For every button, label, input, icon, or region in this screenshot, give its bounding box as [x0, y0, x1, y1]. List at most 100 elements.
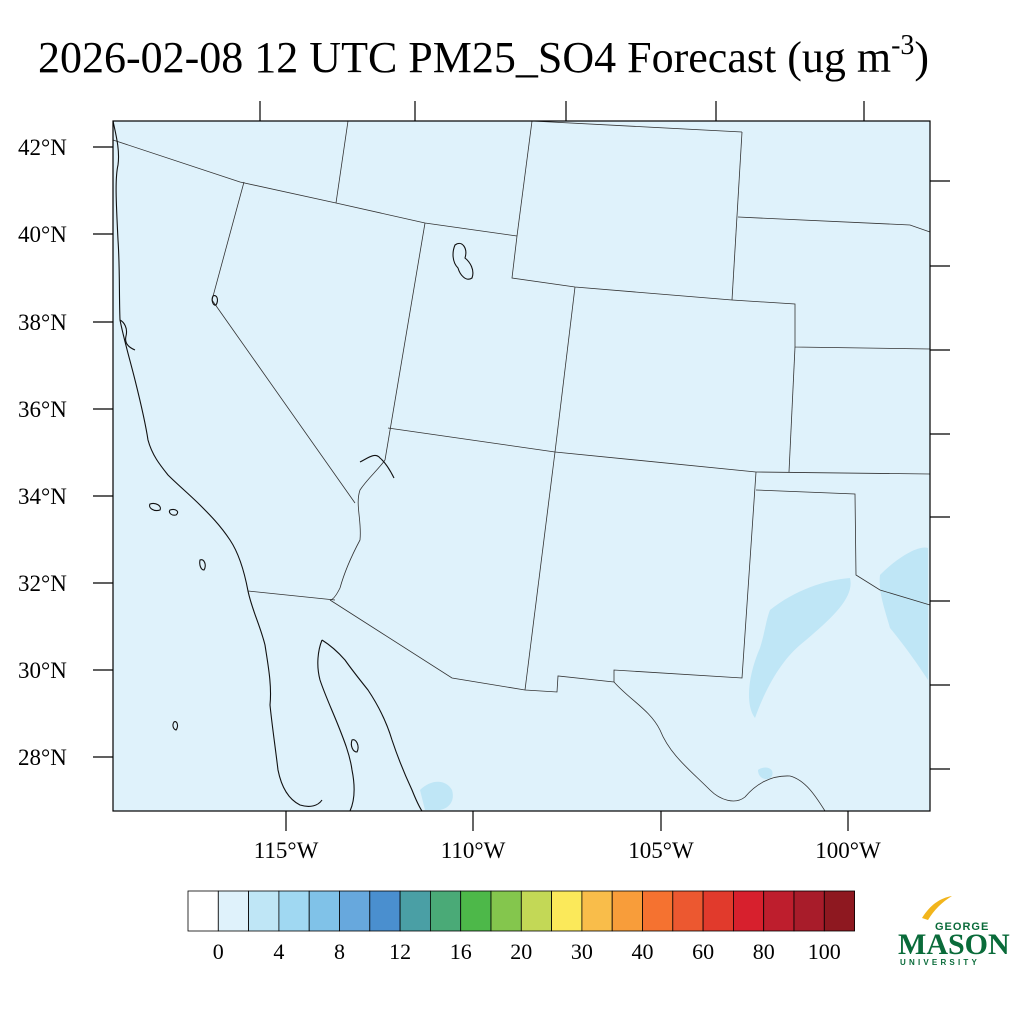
- colorbar-swatch: [611, 890, 643, 932]
- colorbar-swatch: [399, 890, 431, 932]
- lon-label-115w: 115°W: [254, 838, 319, 863]
- boundary-nm-tx: [613, 471, 757, 682]
- title-main: 2026-02-08 12 UTC PM25_SO4 Forecast (ug …: [38, 33, 891, 82]
- colorbar-swatch: [217, 890, 250, 932]
- colorbar-swatch: [551, 890, 583, 932]
- colorbar-swatch: [763, 890, 795, 932]
- boundary-mt-wy: [531, 120, 743, 133]
- colorbar-swatch: [429, 890, 462, 932]
- colorbar-swatch: [581, 890, 613, 932]
- lat-label-34n: 34°N: [18, 484, 67, 509]
- boundary-nv-ut: [384, 222, 426, 461]
- boundary-us-mexico: [329, 599, 615, 693]
- logo-george: GEORGE: [935, 921, 989, 933]
- colorbar-swatch: [460, 890, 492, 932]
- colorbar-swatch: [187, 890, 219, 932]
- colorbar-swatch: [369, 890, 401, 932]
- colorbar-swatch: [248, 890, 280, 932]
- channel-island-2: [168, 508, 179, 516]
- boundary-az-nm: [524, 451, 556, 691]
- colorbar-label: 20: [510, 939, 532, 964]
- lat-label-38n: 38°N: [18, 310, 67, 335]
- colorbar-swatch: [823, 890, 855, 932]
- channel-island-3: [199, 559, 206, 571]
- right-ticks: [930, 180, 950, 770]
- guadalupe-island: [172, 721, 179, 731]
- colorbar-label: 4: [273, 939, 284, 964]
- pacific-coast: [112, 120, 323, 807]
- longitude-axis: 115°W 110°W 105°W 100°W: [254, 811, 881, 863]
- colorbar-label: 16: [450, 939, 472, 964]
- gmu-logo: GEORGE MASON UNIVERSITY: [898, 896, 1010, 967]
- boundary-id-wy: [516, 120, 533, 237]
- title-superscript: -3: [891, 30, 914, 61]
- sf-bay: [119, 319, 136, 351]
- top-ticks: [259, 101, 865, 121]
- boundary-sd-ne: [737, 216, 931, 233]
- logo-swoosh-icon: [922, 896, 952, 920]
- lake-tahoe: [211, 295, 218, 306]
- title-close: ): [914, 33, 929, 82]
- colorbar-swatch: [702, 890, 734, 932]
- state-boundaries: [112, 120, 931, 812]
- boundary-tx-mexico: [613, 681, 826, 812]
- colorbar: 0 4 8 12 16 20 30 40 60 80 100: [187, 890, 855, 964]
- latitude-axis: 42°N 40°N 38°N 36°N 34°N 32°N 30°N 28°N: [18, 135, 113, 770]
- colorbar-label: 40: [632, 939, 654, 964]
- lat-label-36n: 36°N: [18, 397, 67, 422]
- lat-label-30n: 30°N: [18, 658, 67, 683]
- colorbar-swatch: [308, 890, 340, 932]
- boundary-ut-az-co-nm: [387, 427, 931, 475]
- colorbar-swatch: [793, 890, 825, 932]
- map-panel: 42°N 40°N 38°N 36°N 34°N 32°N 30°N 28°N …: [18, 101, 950, 863]
- boundary-ca-baja: [247, 590, 336, 601]
- boundary-wy-ut-co: [511, 235, 733, 301]
- gulf-of-california-east: [321, 639, 423, 812]
- patch-nm-south: [758, 767, 773, 780]
- lat-label-28n: 28°N: [18, 745, 67, 770]
- boundary-id-mt: [335, 120, 349, 204]
- channel-island-1: [149, 502, 161, 512]
- boundary-az-ca-river: [329, 459, 386, 601]
- colorbar-label: 100: [808, 939, 841, 964]
- figure-title: 2026-02-08 12 UTC PM25_SO4 Forecast (ug …: [38, 30, 929, 82]
- colorbar-swatch: [520, 890, 552, 932]
- tiburon-island: [350, 739, 359, 753]
- colorbar-label: 30: [571, 939, 593, 964]
- colorbar-swatch: [278, 890, 310, 932]
- boundary-wy-sd-ne: [731, 131, 743, 301]
- logo-university: UNIVERSITY: [900, 958, 980, 967]
- map-background: [113, 121, 930, 811]
- colorbar-label: 8: [334, 939, 345, 964]
- colorbar-swatch: [672, 890, 704, 932]
- colorbar-swatch: [339, 890, 371, 932]
- boundary-ut-co: [554, 286, 576, 453]
- patch-mexico-north: [420, 781, 453, 810]
- great-salt-lake: [452, 242, 474, 280]
- colorbar-swatch: [490, 890, 522, 932]
- lon-label-100w: 100°W: [815, 838, 881, 863]
- patch-texas-gulf: [748, 578, 851, 718]
- boundary-id-nv-ut: [335, 202, 518, 237]
- coastlines: [112, 120, 474, 812]
- boundary-ks-ok: [788, 346, 796, 473]
- lon-label-105w: 105°W: [628, 838, 694, 863]
- colorbar-label: 80: [753, 939, 775, 964]
- colorbar-swatch: [642, 890, 674, 932]
- lake-mead: [359, 454, 395, 479]
- boundary-or-ca-nv: [112, 139, 337, 204]
- colorbar-label: 60: [692, 939, 714, 964]
- lat-label-40n: 40°N: [18, 222, 67, 247]
- lat-label-32n: 32°N: [18, 571, 67, 596]
- concentration-patches: [420, 547, 928, 810]
- lat-label-42n: 42°N: [18, 135, 67, 160]
- patch-east-texas: [879, 547, 928, 680]
- lon-label-110w: 110°W: [441, 838, 506, 863]
- map-frame: [112, 120, 931, 812]
- logo-mason: MASON: [898, 928, 1010, 961]
- boundary-ne-co-ks: [731, 299, 931, 350]
- gulf-of-california-west: [317, 639, 355, 812]
- colorbar-swatch: [733, 890, 765, 932]
- colorbar-label: 12: [389, 939, 411, 964]
- colorbar-label: 0: [213, 939, 224, 964]
